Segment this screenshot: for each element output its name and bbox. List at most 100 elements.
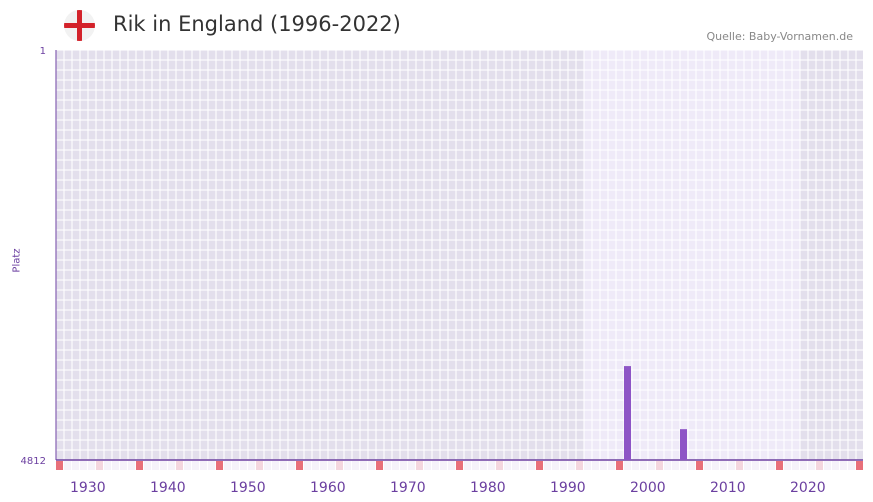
year-marker [272, 461, 279, 470]
year-marker [152, 461, 159, 470]
year-marker [656, 461, 663, 470]
year-marker [184, 461, 191, 470]
x-tick-label: 1940 [150, 480, 186, 496]
year-marker [760, 461, 767, 470]
year-marker [488, 461, 495, 470]
x-tick-label: 1980 [470, 480, 506, 496]
year-marker [456, 461, 463, 470]
year-marker [384, 461, 391, 470]
year-marker [664, 461, 671, 470]
bar [624, 366, 631, 460]
year-marker [712, 461, 719, 470]
year-marker [632, 461, 639, 470]
year-marker [744, 461, 751, 470]
year-marker [504, 461, 511, 470]
year-marker [144, 461, 151, 470]
year-marker [408, 461, 415, 470]
year-marker [840, 461, 847, 470]
year-marker [328, 461, 335, 470]
year-marker [96, 461, 103, 470]
year-marker [72, 461, 79, 470]
year-marker [688, 461, 695, 470]
year-marker [448, 461, 455, 470]
source-link[interactable]: Quelle: Baby-Vornamen.de [706, 30, 853, 43]
england-flag-icon [64, 10, 95, 41]
year-marker [640, 461, 647, 470]
year-marker [848, 461, 855, 470]
x-tick-label: 1930 [70, 480, 106, 496]
year-marker [80, 461, 87, 470]
year-marker [616, 461, 623, 470]
year-marker [480, 461, 487, 470]
x-tick-label: 2010 [710, 480, 746, 496]
year-marker [560, 461, 567, 470]
year-marker [240, 461, 247, 470]
x-tick-label: 1990 [550, 480, 586, 496]
year-marker [368, 461, 375, 470]
year-marker [168, 461, 175, 470]
year-marker [824, 461, 831, 470]
year-marker [336, 461, 343, 470]
year-marker [600, 461, 607, 470]
year-marker [584, 461, 591, 470]
year-marker [672, 461, 679, 470]
year-marker [776, 461, 783, 470]
year-marker [88, 461, 95, 470]
year-marker [624, 461, 631, 470]
year-marker [128, 461, 135, 470]
year-marker [376, 461, 383, 470]
year-marker [424, 461, 431, 470]
x-tick-label: 1950 [230, 480, 266, 496]
x-tick-label: 2020 [790, 480, 826, 496]
year-marker [464, 461, 471, 470]
year-marker [176, 461, 183, 470]
year-marker [680, 461, 687, 470]
x-tick-label: 1960 [310, 480, 346, 496]
year-marker [800, 461, 807, 470]
year-marker [752, 461, 759, 470]
year-marker [104, 461, 111, 470]
year-marker [56, 461, 63, 470]
year-marker [576, 461, 583, 470]
year-marker [248, 461, 255, 470]
year-marker [224, 461, 231, 470]
year-marker [208, 461, 215, 470]
x-tick-label: 1970 [390, 480, 426, 496]
year-marker [704, 461, 711, 470]
year-marker [160, 461, 167, 470]
year-marker [736, 461, 743, 470]
year-marker [696, 461, 703, 470]
chart-title: Rik in England (1996-2022) [113, 12, 401, 36]
year-marker [352, 461, 359, 470]
year-marker [568, 461, 575, 470]
year-marker [320, 461, 327, 470]
year-marker [432, 461, 439, 470]
year-marker [232, 461, 239, 470]
year-marker [400, 461, 407, 470]
year-marker [808, 461, 815, 470]
year-marker [136, 461, 143, 470]
year-marker [648, 461, 655, 470]
y-tick-label: 4812 [21, 456, 46, 467]
year-marker [392, 461, 399, 470]
year-marker [792, 461, 799, 470]
year-marker [512, 461, 519, 470]
year-marker [816, 461, 823, 470]
year-marker [256, 461, 263, 470]
year-marker [728, 461, 735, 470]
year-marker [472, 461, 479, 470]
year-marker [112, 461, 119, 470]
year-marker [304, 461, 311, 470]
year-marker [416, 461, 423, 470]
year-marker [360, 461, 367, 470]
year-marker [216, 461, 223, 470]
year-marker [312, 461, 319, 470]
year-marker [64, 461, 71, 470]
year-marker [720, 461, 727, 470]
year-marker [280, 461, 287, 470]
year-marker [544, 461, 551, 470]
year-marker [856, 461, 863, 470]
year-marker [496, 461, 503, 470]
year-marker [552, 461, 559, 470]
